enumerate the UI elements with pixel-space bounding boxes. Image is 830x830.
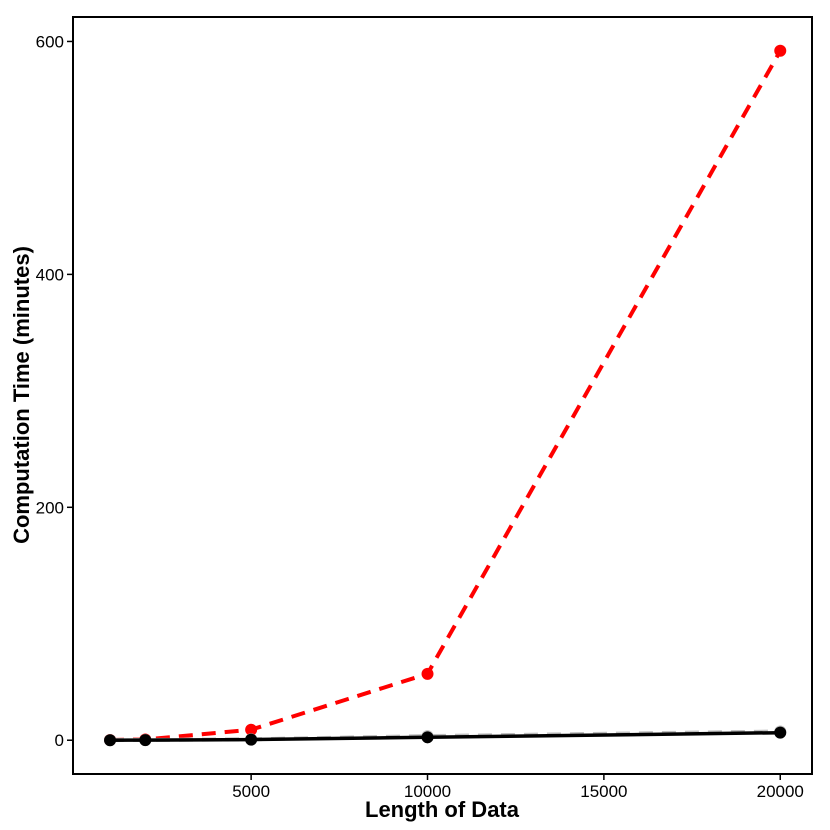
series-0-point bbox=[774, 44, 787, 57]
y-tick-label: 400 bbox=[36, 265, 64, 284]
x-tick-label: 20000 bbox=[757, 782, 804, 801]
series-2-point bbox=[245, 733, 258, 746]
y-axis-ticks: 0 200 400 600 bbox=[36, 32, 73, 750]
x-axis-title: Length of Data bbox=[365, 797, 520, 822]
y-axis-title: Computation Time (minutes) bbox=[9, 246, 34, 544]
series-2-point bbox=[139, 734, 152, 747]
series-2-point bbox=[421, 731, 434, 744]
x-tick-label: 15000 bbox=[580, 782, 627, 801]
x-tick-label: 5000 bbox=[232, 782, 270, 801]
series-2-point bbox=[104, 734, 117, 747]
plot-panel-border bbox=[72, 16, 813, 775]
series-2-point bbox=[774, 726, 787, 739]
x-tick-label: 10000 bbox=[404, 782, 451, 801]
series-layer bbox=[104, 44, 787, 747]
series-0-point bbox=[421, 667, 434, 680]
y-tick-label: 200 bbox=[36, 498, 64, 517]
x-axis-ticks: 5000 10000 15000 20000 bbox=[232, 774, 804, 801]
series-line-0 bbox=[109, 49, 783, 742]
series-0-point bbox=[245, 723, 258, 736]
y-tick-label: 0 bbox=[55, 731, 64, 750]
y-tick-label: 600 bbox=[36, 32, 64, 51]
